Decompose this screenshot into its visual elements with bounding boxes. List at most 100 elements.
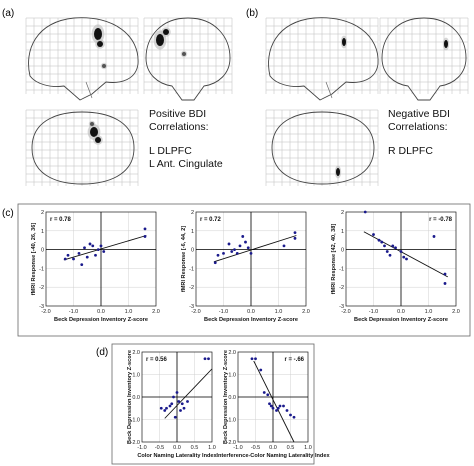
caption-line: L DLPFC — [149, 145, 192, 157]
regression-line — [363, 231, 448, 278]
data-point — [402, 255, 406, 259]
data-point — [222, 251, 225, 255]
activation-blob — [444, 40, 448, 48]
brain-outline — [28, 17, 139, 101]
x-tick-label: -0.5 — [251, 445, 260, 451]
brain-outline — [268, 17, 379, 101]
y-tick-label: -2 — [39, 285, 44, 291]
brain-sagittal-view — [265, 17, 379, 101]
y-tick-label: 2.0 — [228, 350, 236, 356]
data-point — [180, 402, 184, 406]
x-axis-label: Beck Depression Inventory Z-score — [354, 317, 448, 323]
y-axis-label: fMRI Response [-6, 44, 2] — [181, 226, 187, 292]
y-tick-label: -2 — [189, 285, 194, 291]
x-tick-label: -1.0 — [219, 309, 228, 315]
y-tick-label: -3 — [189, 304, 194, 310]
x-tick-label: 1.0 — [275, 309, 283, 315]
x-tick-label: 0.0 — [173, 445, 181, 451]
data-point — [241, 235, 245, 238]
y-tick-label: -3 — [39, 304, 44, 310]
data-point — [275, 409, 278, 412]
y-tick-label: -1.0 — [227, 418, 236, 424]
data-point — [182, 406, 186, 410]
x-tick-label: -2.0 — [191, 309, 200, 315]
regression-line — [63, 235, 147, 261]
panel-d-frame — [111, 343, 315, 465]
data-point — [385, 250, 389, 253]
x-tick-label: -2.0 — [341, 309, 350, 315]
data-point — [77, 251, 81, 255]
correlation-label: r = -0.78 — [429, 217, 453, 223]
y-tick-label: 1.0 — [132, 373, 140, 379]
x-tick-label: 1.0 — [425, 309, 433, 315]
data-point — [63, 257, 67, 261]
activation-blob — [156, 34, 164, 46]
activation-blob — [336, 168, 340, 176]
brain-outline — [31, 111, 135, 185]
data-point — [293, 231, 297, 235]
data-point — [266, 393, 270, 397]
y-axis-label: fMRI Response [-40, 26, 36] — [31, 223, 37, 296]
data-point — [391, 244, 395, 248]
caption-line: Correlations: — [388, 121, 448, 133]
x-tick-label: 2.0 — [152, 309, 160, 315]
y-tick-label: 1 — [41, 229, 44, 235]
x-tick-label: 1.0 — [304, 445, 312, 451]
brain-axial-view — [265, 109, 379, 186]
data-point — [213, 261, 217, 265]
data-point — [278, 404, 282, 408]
brain-axial-view — [25, 109, 139, 186]
data-point — [282, 404, 285, 408]
data-point — [143, 235, 147, 238]
brain-coronal-view — [379, 17, 469, 101]
data-point — [254, 357, 257, 361]
data-point — [394, 246, 397, 250]
scatter-plot: -2.0 -1.0 0.0 1.0 2.0 2 1 0 -1 -2 -3 r = 0.72 Beck D… — [181, 210, 310, 323]
negative-correlation-caption: Negative BDI Correlations: R DLPFC — [388, 108, 450, 158]
data-point — [83, 246, 86, 250]
data-point — [163, 409, 167, 412]
positive-correlation-caption: Positive BDI Correlations: L DLPFC L Ant… — [149, 108, 223, 171]
data-point — [285, 409, 289, 412]
activation-blob — [90, 122, 94, 126]
y-tick-label: -1 — [339, 266, 344, 272]
data-point — [380, 240, 384, 244]
x-tick-label: -1.0 — [137, 445, 146, 451]
y-axis-label: Beck Depression Inventory Z-score — [223, 350, 229, 444]
data-point — [143, 227, 147, 231]
data-point — [94, 253, 97, 257]
correlation-label: r = -.66 — [284, 357, 304, 363]
x-axis-label: Interference-Color Naming Laterality Ind… — [216, 453, 330, 459]
data-point — [405, 257, 408, 261]
caption-line: Negative BDI — [388, 108, 450, 120]
activation-blob — [94, 28, 102, 40]
data-point — [179, 409, 182, 412]
y-axis-label: Beck Depression Inventory Z-score — [127, 350, 133, 444]
correlation-label: r = 0.78 — [50, 217, 72, 223]
x-tick-label: -1.0 — [233, 445, 242, 451]
activation-blob — [342, 38, 346, 46]
data-point — [249, 251, 253, 255]
y-tick-label: -1 — [39, 266, 44, 272]
brain-stem — [325, 81, 333, 99]
y-tick-label: 0 — [191, 248, 194, 254]
activation-blob — [95, 137, 101, 143]
data-point — [165, 406, 168, 410]
y-tick-label: -2.0 — [227, 440, 236, 446]
scatter-plot: -2.0 -1.0 0.0 1.0 2.0 2 1 0 -1 -2 -3 r = -0.78 Beck … — [331, 210, 460, 323]
data-point — [271, 406, 275, 410]
activation-blob — [97, 41, 103, 47]
data-point — [80, 263, 84, 267]
brain-sagittal-view — [25, 17, 139, 101]
data-point — [85, 255, 89, 259]
data-point — [259, 368, 263, 372]
panel-label-b: (b) — [246, 8, 258, 19]
y-tick-label: -1 — [189, 266, 194, 272]
data-point — [276, 406, 280, 410]
activation-blob — [90, 127, 98, 137]
regression-line — [164, 368, 213, 419]
activation-blob — [102, 64, 106, 68]
y-tick-label: 0.0 — [228, 395, 236, 401]
x-tick-label: 2.0 — [452, 309, 460, 315]
data-point — [293, 236, 297, 240]
